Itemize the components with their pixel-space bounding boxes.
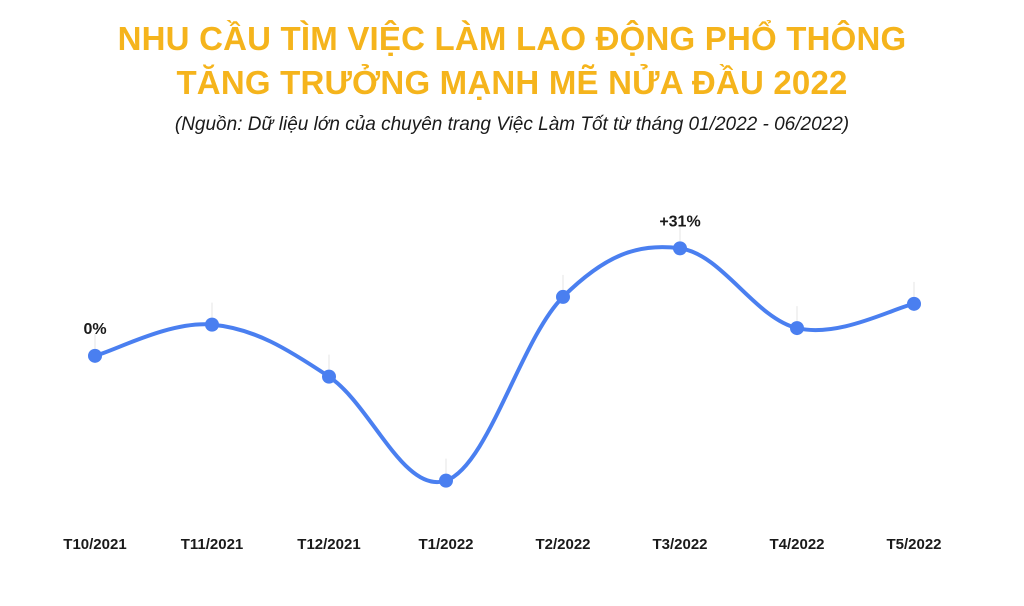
x-tick-label: T11/2021 <box>181 536 244 553</box>
data-point <box>673 241 687 256</box>
data-label: +31% <box>659 213 700 230</box>
data-label: 0% <box>83 321 106 338</box>
chart-subtitle: (Nguồn: Dữ liệu lớn của chuyên trang Việ… <box>174 114 850 135</box>
series-line <box>93 245 916 485</box>
x-tick-label: T3/2022 <box>652 536 707 553</box>
data-point <box>556 289 570 304</box>
data-point <box>205 317 219 332</box>
x-tick-label: T5/2022 <box>886 536 941 553</box>
x-tick-label: T2/2022 <box>535 536 590 553</box>
x-tick-label: T10/2021 <box>63 536 126 553</box>
data-point <box>790 321 804 336</box>
x-tick-label: T1/2022 <box>418 536 473 553</box>
x-tick-label: T12/2021 <box>297 536 360 553</box>
x-tick-label: T4/2022 <box>769 536 824 553</box>
chart-title-line-1: NHU CẦU TÌM VIỆC LÀM LAO ĐỘNG PHỔ THÔNG <box>117 20 907 57</box>
data-point <box>439 473 453 488</box>
data-point <box>88 348 102 363</box>
chart-title-line-2: TĂNG TRƯỞNG MẠNH MẼ NỬA ĐẦU 2022 <box>176 64 848 101</box>
data-point <box>322 369 336 384</box>
data-point <box>907 296 921 311</box>
